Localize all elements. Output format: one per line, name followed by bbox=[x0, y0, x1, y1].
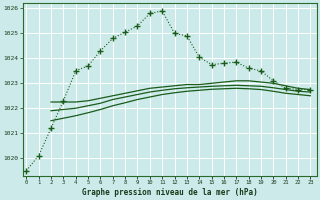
X-axis label: Graphe pression niveau de la mer (hPa): Graphe pression niveau de la mer (hPa) bbox=[82, 188, 258, 197]
